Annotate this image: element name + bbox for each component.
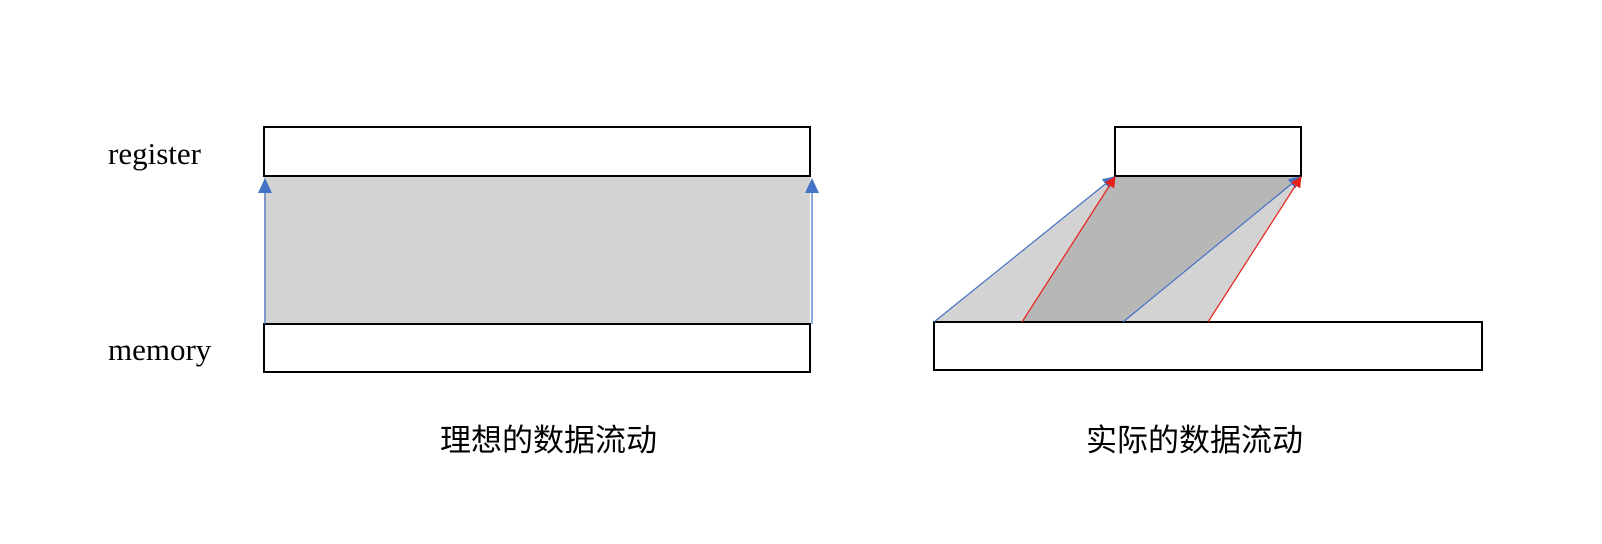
actual-flow-caption: 实际的数据流动	[1086, 423, 1303, 459]
ideal-flow-band	[264, 176, 810, 325]
ideal-flow-caption: 理想的数据流动	[440, 423, 657, 459]
actual-arrow-blue-2	[1122, 176, 1301, 323]
ideal-memory-box	[263, 323, 811, 373]
ideal-register-box	[263, 126, 811, 177]
actual-arrow-red-2	[1207, 176, 1302, 323]
actual-arrow-blue-1	[933, 176, 1115, 323]
register-label: register	[108, 136, 201, 171]
ideal-arrow-right	[805, 178, 819, 324]
memory-label: memory	[108, 332, 212, 367]
actual-register-box	[1114, 126, 1302, 177]
ideal-arrow-left	[258, 178, 272, 324]
actual-memory-box	[933, 321, 1483, 371]
actual-arrow-red-1	[1021, 176, 1116, 323]
